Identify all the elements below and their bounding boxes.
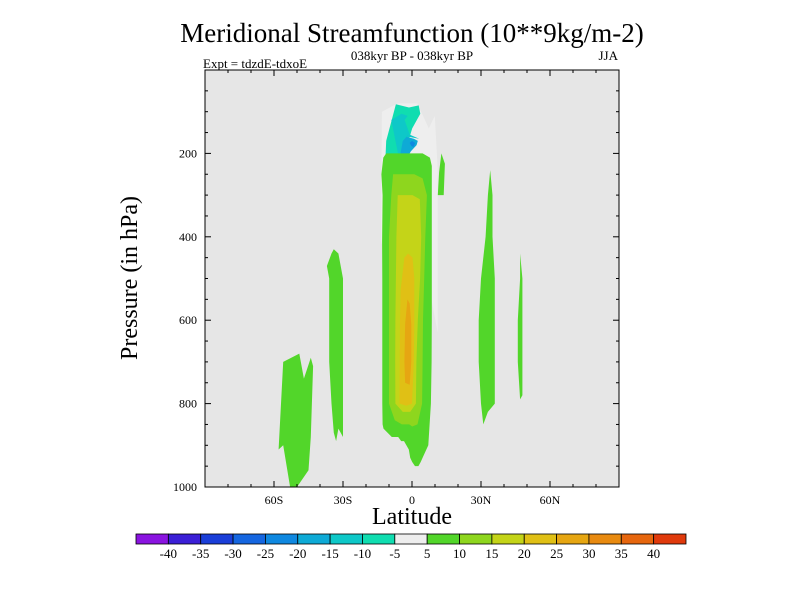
colorbar-label: 25 — [550, 546, 563, 561]
colorbar-box — [459, 533, 493, 545]
colorbar-box — [588, 533, 622, 545]
x-tick-label: 60S — [265, 493, 284, 507]
colorbar-box — [167, 533, 202, 545]
contour-fills — [278, 103, 523, 487]
colorbar: -40 -35 -30 -25 -20 -15 -10 -5 5 10 15 20 25 30 35 40 — [135, 533, 687, 561]
x-tick-label: 30S — [334, 493, 353, 507]
filaments-level-5-4 — [517, 253, 523, 400]
colorbar-label: -15 — [321, 546, 338, 561]
colorbar-label: 15 — [485, 546, 498, 561]
y-axis-label: Pressure (in hPa) — [117, 196, 143, 360]
colorbar-label: 30 — [582, 546, 595, 561]
plot-area: 60S 30S 0 30N 60N 200 400 600 800 1000 — [173, 69, 620, 507]
colorbar-box — [232, 533, 266, 545]
colorbar-box — [362, 533, 396, 545]
colorbar-box — [523, 533, 557, 545]
colorbar-label: 40 — [647, 546, 660, 561]
filaments-level-5-1 — [278, 353, 314, 487]
x-tick-label: 60N — [540, 493, 561, 507]
colorbar-box — [297, 533, 331, 545]
chart-title: Meridional Streamfunction (10**9kg/m-2) — [180, 18, 643, 48]
colorbar-label: -25 — [257, 546, 274, 561]
y-tick-label: 600 — [179, 313, 197, 327]
colorbar-label: 5 — [424, 546, 431, 561]
equatorial-positive-cell-level-25-4 — [404, 299, 412, 385]
y-tick-label: 1000 — [173, 480, 197, 494]
colorbar-label: 35 — [615, 546, 628, 561]
filaments-level-5-3 — [478, 170, 495, 425]
x-tick-label: 0 — [409, 493, 415, 507]
colorbar-label: 20 — [518, 546, 531, 561]
colorbar-label: -40 — [160, 546, 177, 561]
colorbar-box — [200, 533, 234, 545]
y-tick-label: 200 — [179, 146, 197, 160]
colorbar-box — [394, 533, 428, 545]
colorbar-box — [265, 533, 299, 545]
x-axis-label: Latitude — [372, 504, 452, 530]
colorbar-label: -20 — [289, 546, 306, 561]
y-tick-label: 400 — [179, 230, 197, 244]
colorbar-label: -10 — [354, 546, 371, 561]
colorbar-label: 10 — [453, 546, 466, 561]
y-tick-label: 800 — [179, 397, 197, 411]
colorbar-box — [556, 533, 590, 545]
colorbar-label: -30 — [224, 546, 241, 561]
filaments-level-5-2 — [326, 249, 343, 442]
chart-subtitle: 038kyr BP - 038kyr BP — [351, 48, 473, 63]
colorbar-label: -35 — [192, 546, 209, 561]
colorbar-box — [653, 533, 687, 545]
season-label: JJA — [598, 48, 618, 63]
experiment-label: Expt = tdzdE-tdxoE — [203, 56, 307, 71]
x-tick-label: 30N — [471, 493, 492, 507]
colorbar-box — [135, 533, 169, 545]
colorbar-box — [329, 533, 363, 545]
filaments-level-5-0 — [437, 153, 445, 196]
colorbar-box — [491, 533, 525, 545]
colorbar-box — [426, 533, 460, 545]
upper-negative-cell-level--25-4 — [409, 140, 416, 148]
axis-ticks: 60S 30S 0 30N 60N 200 400 600 800 1000 — [173, 70, 620, 507]
colorbar-box — [620, 533, 655, 545]
colorbar-label: -5 — [389, 546, 400, 561]
